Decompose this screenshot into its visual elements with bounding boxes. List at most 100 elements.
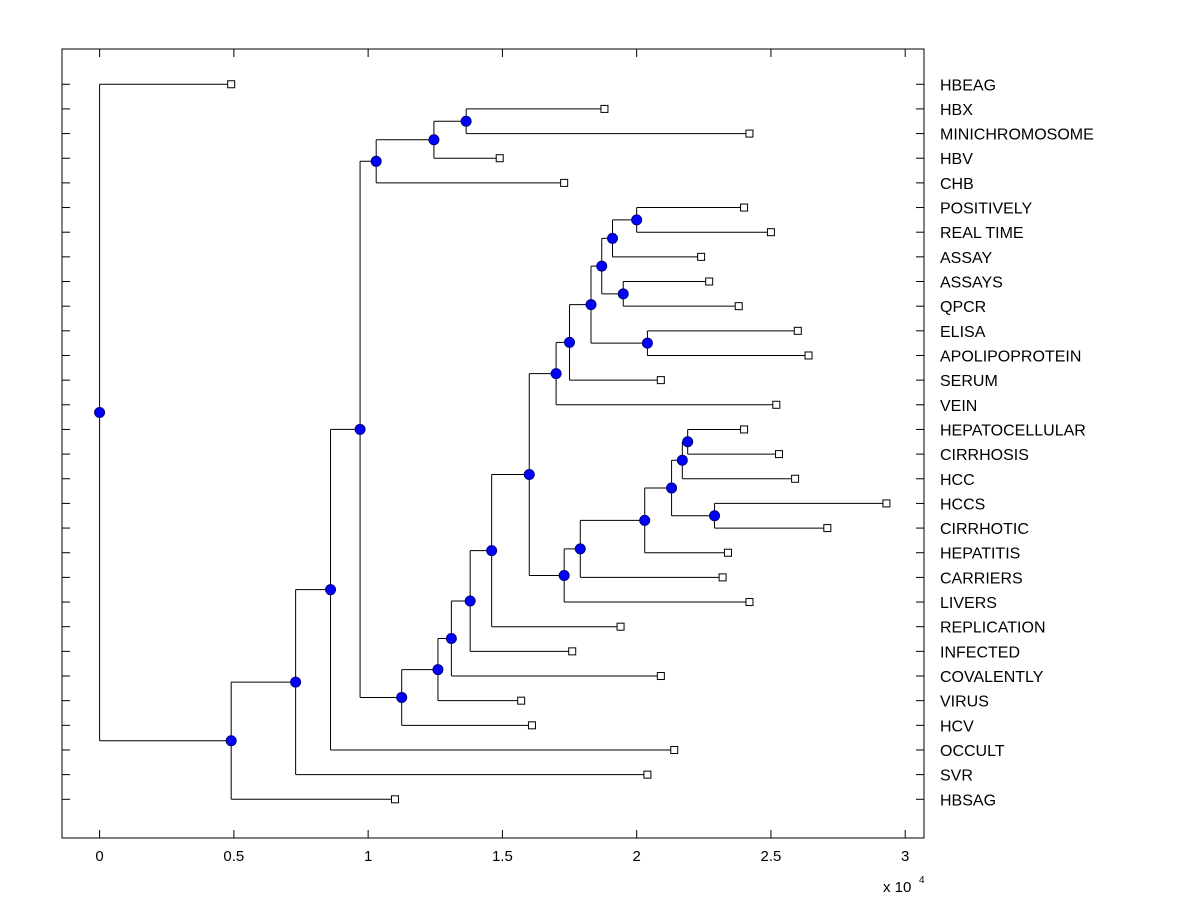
leaf-markers: [227, 80, 891, 804]
leaf-label: HBX: [940, 102, 973, 119]
leaf-label: VEIN: [940, 398, 977, 415]
cluster-node: [290, 676, 302, 688]
cluster-node: [370, 155, 382, 167]
leaf-marker: [823, 524, 832, 533]
leaf-marker: [656, 376, 665, 385]
leaf-marker: [791, 474, 800, 483]
leaf-marker: [616, 622, 625, 631]
leaf-label: HBSAG: [940, 792, 996, 809]
x-multiplier-exponent: 4: [919, 875, 925, 886]
leaf-label: OCCULT: [940, 743, 1005, 760]
cluster-node: [428, 134, 440, 146]
leaf-marker: [745, 129, 754, 138]
leaf-marker: [772, 400, 781, 409]
cluster-node: [396, 691, 408, 703]
x-tick-label: 2.5: [761, 848, 782, 865]
leaf-label: INFECTED: [940, 644, 1020, 661]
leaf-marker: [227, 80, 236, 89]
leaf-marker: [697, 252, 706, 261]
leaf-label: REPLICATION: [940, 620, 1046, 637]
leaf-label: LIVERS: [940, 595, 997, 612]
leaf-marker: [740, 425, 749, 434]
cluster-node: [550, 368, 562, 380]
leaf-label: HCCS: [940, 496, 985, 513]
right-tick-marks: [916, 83, 924, 800]
leaf-marker: [600, 104, 609, 113]
cluster-node: [641, 337, 653, 349]
leaf-label: CARRIERS: [940, 570, 1023, 587]
leaf-label: CHB: [940, 176, 974, 193]
leaf-label: HEPATITIS: [940, 546, 1020, 563]
leaf-label: QPCR: [940, 299, 986, 316]
cluster-node: [464, 595, 476, 607]
cluster-nodes: [94, 115, 721, 747]
cluster-node: [585, 299, 597, 311]
cluster-node: [486, 545, 498, 557]
left-tick-marks: [62, 83, 70, 800]
x-tick-label: 0: [95, 848, 103, 865]
cluster-node: [523, 469, 535, 481]
leaf-label: POSITIVELY: [940, 201, 1033, 218]
leaf-marker: [734, 302, 743, 311]
x-tick-label: 0.5: [223, 848, 244, 865]
leaf-marker: [560, 178, 569, 187]
cluster-node: [709, 510, 721, 522]
leaf-labels: HBEAG HBX MINICHROMOSOME HBV CHB POSITIVELY RE…: [940, 77, 1094, 809]
leaf-marker: [517, 696, 526, 705]
leaf-marker: [568, 647, 577, 656]
cluster-node: [596, 260, 608, 272]
leaf-marker: [882, 499, 891, 508]
x-tick-label: 2: [632, 848, 640, 865]
leaf-marker: [718, 573, 727, 582]
leaf-marker: [495, 154, 504, 163]
leaf-marker: [656, 672, 665, 681]
cluster-node: [432, 664, 444, 676]
leaf-label: MINICHROMOSOME: [940, 127, 1094, 144]
cluster-node: [564, 336, 576, 348]
leaf-marker: [793, 326, 802, 335]
leaf-label: VIRUS: [940, 694, 989, 711]
cluster-node: [325, 584, 337, 596]
cluster-node: [676, 454, 688, 466]
leaf-marker: [774, 450, 783, 459]
leaf-label: APOLIPOPROTEIN: [940, 348, 1081, 365]
leaf-marker: [766, 228, 775, 237]
cluster-node: [445, 632, 457, 644]
leaf-label: SVR: [940, 768, 973, 785]
x-tick-label: 1.5: [492, 848, 513, 865]
leaf-label: ASSAY: [940, 250, 993, 267]
leaf-marker: [643, 770, 652, 779]
leaf-marker: [740, 203, 749, 212]
leaf-label: COVALENTLY: [940, 669, 1044, 686]
leaf-marker: [705, 277, 714, 286]
leaf-label: HCC: [940, 472, 975, 489]
cluster-node: [460, 115, 472, 127]
cluster-node: [617, 288, 629, 300]
leaf-label: SERUM: [940, 373, 998, 390]
x-tick-label: 1: [364, 848, 372, 865]
leaf-marker: [804, 351, 813, 360]
leaf-marker: [745, 598, 754, 607]
cluster-node: [631, 214, 643, 226]
cluster-node: [225, 735, 237, 747]
leaf-label: CIRRHOTIC: [940, 521, 1029, 538]
leaf-label: HBEAG: [940, 77, 996, 94]
leaf-label: HEPATOCELLULAR: [940, 422, 1086, 439]
plot-area: [61, 48, 925, 839]
leaf-label: REAL TIME: [940, 225, 1024, 242]
leaf-marker: [390, 795, 399, 804]
cluster-node: [574, 543, 586, 555]
leaf-marker: [527, 721, 536, 730]
leaf-marker: [723, 548, 732, 557]
leaf-label: HBV: [940, 151, 973, 168]
x-multiplier-label: x 10: [883, 879, 911, 896]
cluster-node: [606, 232, 618, 244]
cluster-node: [682, 436, 694, 448]
cluster-node: [558, 569, 570, 581]
cluster-node: [666, 482, 678, 494]
leaf-label: CIRRHOSIS: [940, 447, 1029, 464]
x-axis: 0 0.5 1 1.5 2 2.5 3: [95, 49, 909, 865]
cluster-node: [94, 406, 106, 418]
cluster-node: [639, 514, 651, 526]
